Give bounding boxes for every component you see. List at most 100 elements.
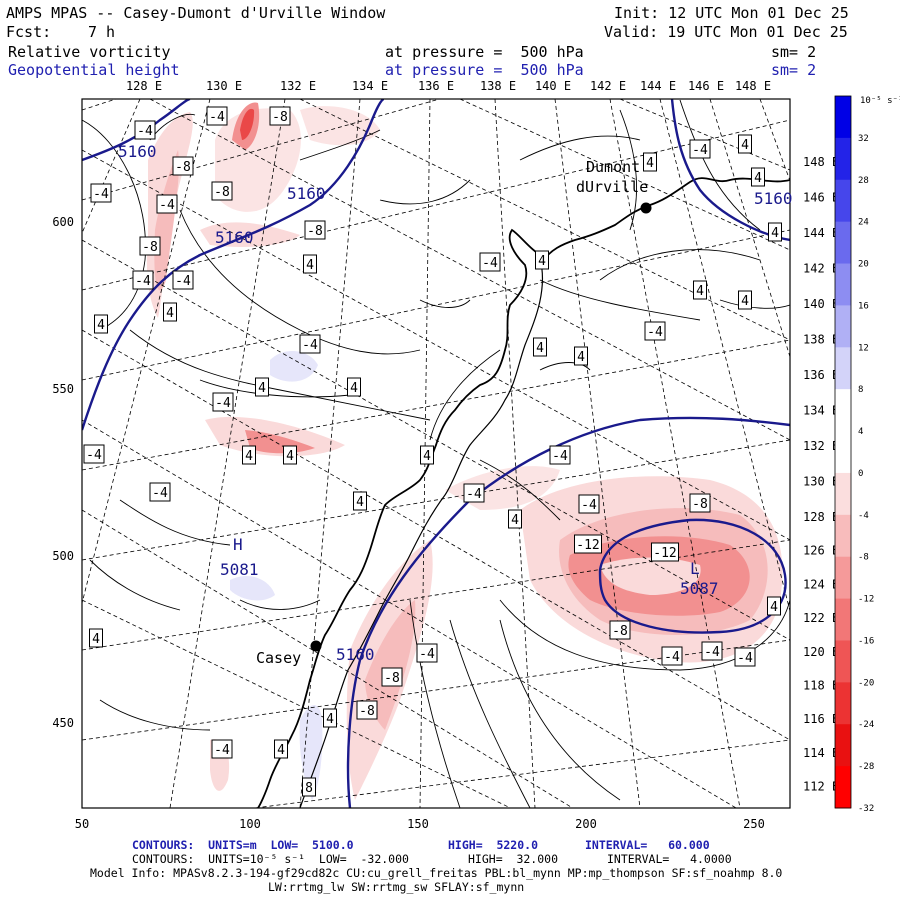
x-tick-label: 50 <box>75 817 89 831</box>
lon-label: 148 E <box>735 79 771 93</box>
colorbar-label: -8 <box>858 553 869 563</box>
lon-label: 122 E <box>803 611 839 625</box>
svg-text:4: 4 <box>577 350 585 365</box>
svg-text:4: 4 <box>356 495 364 510</box>
vorticity-contour-label: 4 <box>283 445 297 465</box>
svg-text:-8: -8 <box>359 704 375 719</box>
height-contour-5160 <box>82 99 385 431</box>
svg-text:-12: -12 <box>653 546 676 561</box>
vorticity-shading <box>146 102 783 800</box>
footer-height-interval: INTERVAL= 60.000 <box>585 838 710 852</box>
map-frame <box>81 98 791 809</box>
height-contour-5160 <box>670 99 790 242</box>
colorbar-label: 16 <box>858 301 869 311</box>
station-durville-label: dUrville <box>576 178 648 196</box>
svg-text:4: 4 <box>92 632 100 647</box>
colorbar-frame <box>834 95 852 809</box>
latlon-grid <box>82 99 790 808</box>
svg-text:4: 4 <box>511 513 519 528</box>
svg-text:-4: -4 <box>482 256 498 271</box>
shading-negative <box>365 600 416 730</box>
footer-vorticity-contour-info: CONTOURS: UNITS=10⁻⁵ s⁻¹ LOW= -32.000 <box>132 852 409 866</box>
colorbar-swatch <box>835 389 851 432</box>
svg-text:-4: -4 <box>692 143 708 158</box>
vorticity-contour-label: -12 <box>574 534 602 554</box>
vorticity-contour-label: 4 <box>738 290 752 310</box>
lon-label: 132 E <box>803 439 839 453</box>
svg-text:4: 4 <box>245 449 253 464</box>
colorbar-label: -12 <box>858 595 874 605</box>
lon-label: 138 E <box>480 79 516 93</box>
svg-text:4: 4 <box>770 600 778 615</box>
colorbar-swatch <box>835 598 851 641</box>
right-longitude-labels: 148 E 146 E 144 E 142 E 140 E 138 E 136 E 134 E… <box>803 155 839 794</box>
svg-text:4: 4 <box>326 712 334 727</box>
vorticity-contour-label: -4 <box>689 139 711 159</box>
height-contour-5160 <box>82 99 191 162</box>
field2-name: Geopotential height <box>8 61 180 79</box>
colorbar-label: 12 <box>858 343 869 353</box>
svg-text:4: 4 <box>771 226 779 241</box>
field2-level: at pressure = 500 hPa <box>385 61 584 79</box>
vorticity-contour-label: 4 <box>643 152 657 172</box>
vorticity-contour-label: 4 <box>303 254 317 274</box>
vorticity-contour-label: 4 <box>508 509 522 529</box>
footer-vorticity-interval: INTERVAL= 4.0000 <box>607 852 732 866</box>
footer-height-contour-info: CONTOURS: UNITS=m LOW= 5100.0 <box>132 838 354 852</box>
svg-text:-4: -4 <box>86 448 102 463</box>
svg-text:-4: -4 <box>466 487 482 502</box>
vorticity-contour-label: -4 <box>83 444 105 464</box>
field1-name: Relative vorticity <box>8 43 171 61</box>
vorticity-contour-label: -4 <box>156 194 178 214</box>
svg-text:-4: -4 <box>175 274 191 289</box>
lon-label: 140 E <box>535 79 571 93</box>
height-label: 5087 <box>680 579 719 598</box>
shading-positive <box>270 350 318 382</box>
svg-text:4: 4 <box>423 449 431 464</box>
svg-text:4: 4 <box>741 294 749 309</box>
lon-label: 116 E <box>803 712 839 726</box>
svg-text:-8: -8 <box>692 497 708 512</box>
colorbar-label: 20 <box>858 260 869 270</box>
svg-text:-4: -4 <box>152 486 168 501</box>
x-tick-label: 250 <box>743 817 765 831</box>
lon-label: 134 E <box>352 79 388 93</box>
colorbar-label: -20 <box>858 678 874 688</box>
lon-label: 136 E <box>418 79 454 93</box>
colorbar-swatch <box>835 640 851 683</box>
lon-label: 132 E <box>280 79 316 93</box>
footer-height-high: HIGH= 5220.0 <box>448 838 539 852</box>
forecast-label: Fcst: <box>6 23 52 41</box>
vorticity-contour-label: -8 <box>211 181 233 201</box>
colorbar-label: 28 <box>858 176 869 186</box>
lon-label: 124 E <box>803 577 839 591</box>
vorticity-contour-label: 4 <box>347 377 361 397</box>
vorticity-contour-label: 4 <box>242 445 256 465</box>
vorticity-contour-label: -4 <box>644 321 666 341</box>
high-marker: H <box>233 535 243 554</box>
svg-text:-4: -4 <box>664 650 680 665</box>
svg-text:-8: -8 <box>175 160 191 175</box>
lon-label: 146 E <box>803 191 839 205</box>
svg-text:4: 4 <box>286 449 294 464</box>
height-label: 5160 <box>118 142 157 161</box>
lon-label: 112 E <box>803 780 839 794</box>
colorbar-swatch <box>835 682 851 725</box>
shading-positive <box>230 575 275 601</box>
station-dumont-durville-marker <box>640 202 652 214</box>
vorticity-contour-label: -4 <box>578 494 600 514</box>
colorbar-label: -4 <box>858 511 869 521</box>
svg-text:-8: -8 <box>307 224 323 239</box>
vorticity-contour-label: 4 <box>420 445 434 465</box>
vorticity-contour-label: -8 <box>381 667 403 687</box>
svg-text:-4: -4 <box>737 651 753 666</box>
colorbar-swatch <box>835 347 851 390</box>
colorbar-swatch <box>835 221 851 265</box>
svg-text:4: 4 <box>696 284 704 299</box>
svg-text:-4: -4 <box>215 396 231 411</box>
vorticity-contour-label: -4 <box>149 482 171 502</box>
shading-negative <box>600 557 701 595</box>
svg-text:-8: -8 <box>142 240 158 255</box>
shading-positive <box>299 705 323 800</box>
lon-label: 142 E <box>803 262 839 276</box>
